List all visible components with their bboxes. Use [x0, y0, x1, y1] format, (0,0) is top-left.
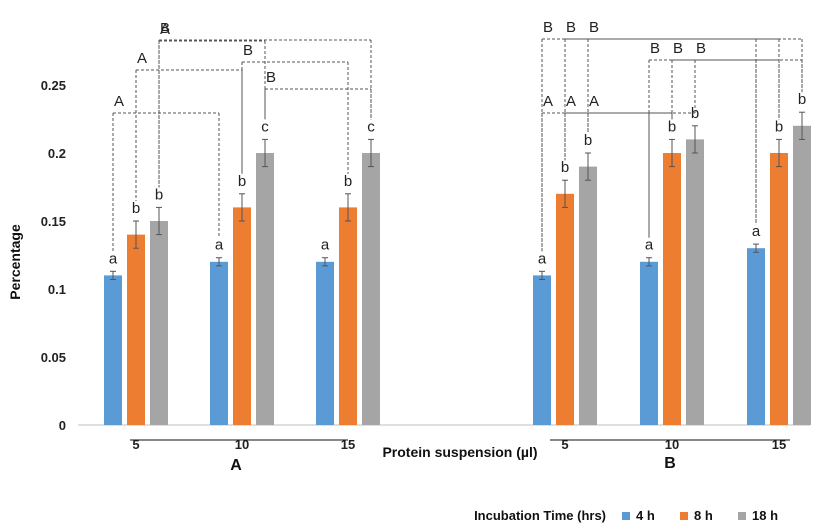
- bar: [256, 153, 274, 425]
- bracket-letter: B: [160, 20, 170, 37]
- bar: [362, 153, 380, 425]
- bar: [686, 139, 704, 425]
- x-tick-label: 10: [235, 437, 249, 452]
- group-label-b: B: [664, 455, 676, 472]
- bracket-letter: B: [543, 19, 553, 36]
- significance-letter: b: [775, 118, 783, 135]
- bar: [793, 125, 811, 426]
- bracket-letter: B: [243, 42, 253, 59]
- x-tick-label: 5: [561, 437, 568, 452]
- bracket-letter: A: [589, 93, 599, 110]
- significance-letter: a: [645, 237, 654, 254]
- legend-swatch: [738, 512, 746, 520]
- bar: [210, 261, 228, 425]
- legend-label: 4 h: [636, 508, 655, 523]
- bar: [104, 275, 122, 425]
- x-tick-label: 15: [772, 437, 786, 452]
- y-tick-label: 0.15: [41, 214, 66, 229]
- group-label-a: A: [230, 457, 242, 474]
- bracket-letter: A: [566, 93, 576, 110]
- bar: [770, 153, 788, 425]
- legend-title: Incubation Time (hrs): [474, 508, 606, 523]
- bar: [316, 261, 334, 425]
- bracket-letter: B: [589, 19, 599, 36]
- significance-letter: a: [752, 223, 761, 240]
- y-tick-label: 0.2: [48, 146, 66, 161]
- significance-letter: b: [668, 118, 676, 135]
- bar: [747, 248, 765, 425]
- x-tick-label: 15: [341, 437, 355, 452]
- bracket-letter: B: [673, 40, 683, 57]
- y-tick-label: 0.05: [41, 350, 66, 365]
- bracket-letter: B: [696, 40, 706, 57]
- bracket-letter: B: [566, 19, 576, 36]
- bracket-letter: B: [650, 40, 660, 57]
- legend-label: 18 h: [752, 508, 778, 523]
- bar: [579, 166, 597, 425]
- legend: Incubation Time (hrs) 4 h 8 h 18 h: [474, 508, 778, 523]
- bar: [127, 234, 145, 425]
- significance-letter: b: [561, 159, 569, 176]
- significance-letter: b: [132, 200, 140, 217]
- legend-label: 8 h: [694, 508, 713, 523]
- bar: [663, 153, 681, 425]
- bracket-letter: A: [543, 93, 553, 110]
- legend-swatch: [622, 512, 630, 520]
- y-axis-title: Percentage: [7, 224, 23, 300]
- legend-swatch: [680, 512, 688, 520]
- x-axis: 5 10 15 5 10 15: [132, 437, 786, 452]
- bar: [556, 193, 574, 425]
- x-tick-label: 10: [665, 437, 679, 452]
- significance-letter: b: [798, 91, 806, 108]
- significance-letter: b: [584, 132, 592, 149]
- significance-letter: c: [367, 118, 375, 135]
- significance-letter: c: [261, 118, 269, 135]
- significance-letter: a: [321, 237, 330, 254]
- significance-letter: b: [155, 186, 163, 203]
- bar: [533, 275, 551, 425]
- significance-letter: b: [344, 173, 352, 190]
- bracket-letter: B: [266, 69, 276, 86]
- significance-letter: a: [109, 250, 118, 267]
- x-axis-title: Protein suspension (µl): [382, 444, 537, 460]
- bracket-letter: A: [114, 93, 124, 110]
- y-tick-label: 0.1: [48, 282, 66, 297]
- x-tick-label: 5: [132, 437, 139, 452]
- significance-letter: a: [215, 237, 224, 254]
- y-tick-label: 0: [59, 418, 66, 433]
- y-axis: 0 0.05 0.1 0.15 0.2 0.25: [41, 78, 66, 433]
- bar: [339, 207, 357, 425]
- significance-letter: a: [538, 250, 547, 267]
- bracket-letter: A: [137, 50, 147, 67]
- significance-letter: b: [238, 173, 246, 190]
- bracket-letter: A: [160, 21, 170, 38]
- bar: [150, 221, 168, 425]
- y-tick-label: 0.25: [41, 78, 66, 93]
- bar: [233, 207, 251, 425]
- bar: [640, 261, 658, 425]
